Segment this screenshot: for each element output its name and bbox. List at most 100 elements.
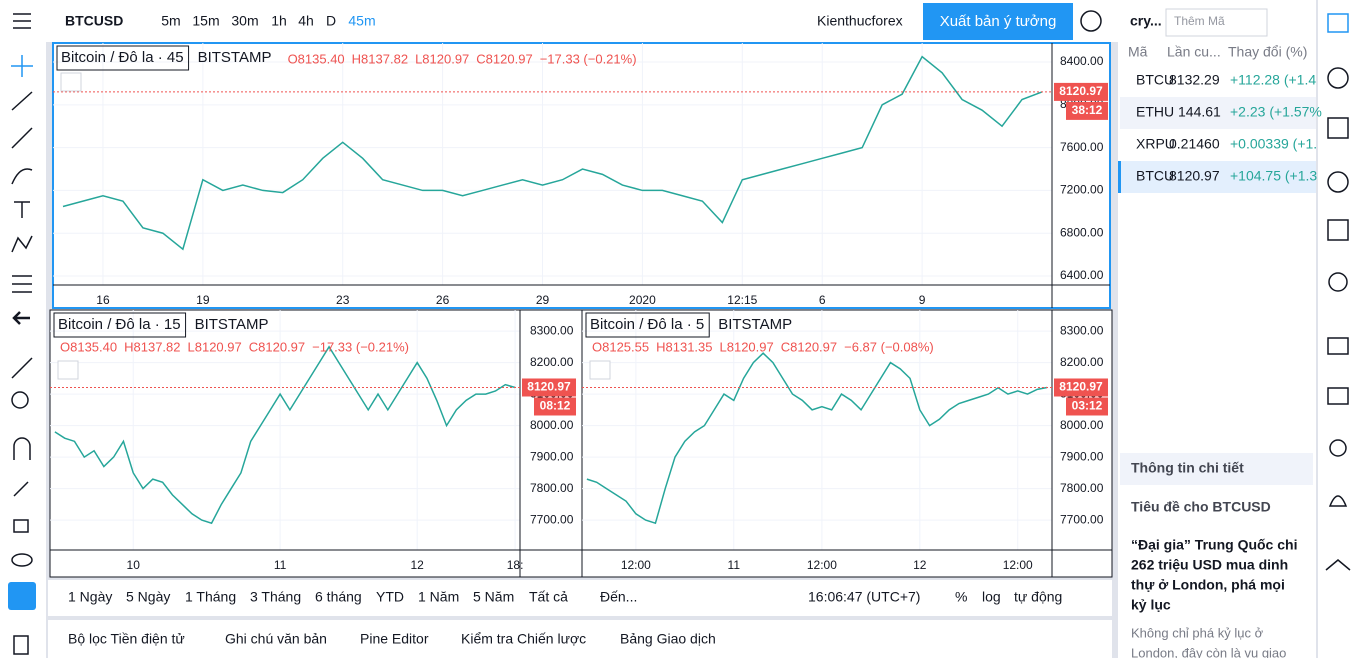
ohlc: O8135.40 (60, 339, 117, 354)
snippet: London, đây còn là vụ giao (1131, 645, 1286, 658)
tab[interactable]: Pine Editor (360, 631, 429, 647)
row-symbol[interactable]: ETHU (1136, 104, 1174, 120)
countdown: 08:12 (540, 399, 571, 413)
details-title[interactable]: Thông tin chi tiết (1131, 460, 1244, 476)
menu-icon[interactable] (13, 13, 31, 29)
range-option[interactable]: 6 tháng (315, 589, 362, 605)
x-tick-label: 29 (536, 293, 550, 307)
range-option[interactable]: 1 Ngày (68, 589, 112, 605)
range-option[interactable]: Tất cả (529, 589, 568, 605)
tab[interactable]: Kiểm tra Chiến lược (461, 631, 586, 647)
row-symbol[interactable]: BTCU (1136, 168, 1174, 184)
series-title[interactable]: Bitcoin / Đô la · 5 (590, 316, 704, 333)
interval[interactable]: 4h (298, 13, 314, 29)
y-tick-label: 7600.00 (1060, 140, 1104, 154)
price-tag-label: 8120.97 (527, 380, 571, 394)
details-header (1120, 453, 1313, 485)
range-bar (48, 580, 1112, 616)
chart-pane (52, 42, 1111, 309)
interval[interactable]: 15m (192, 13, 219, 29)
price-line (54, 345, 516, 525)
bottom-tabs (48, 620, 1112, 658)
change: −6.87 (−0.08%) (844, 339, 934, 354)
x-tick-label: 12:00 (1003, 558, 1033, 572)
range-option[interactable]: 1 Năm (418, 589, 459, 605)
change: −17.33 (−0.21%) (312, 339, 409, 354)
replay-icon[interactable] (1080, 10, 1102, 32)
interval[interactable]: 45m (348, 13, 375, 29)
countdown-tag (1066, 101, 1108, 120)
row-symbol[interactable]: XRPU (1136, 136, 1175, 152)
title-box (56, 45, 190, 71)
headline[interactable]: 262 triệu USD mua dinh (1131, 557, 1288, 573)
x-tick-label: 9 (919, 293, 926, 307)
news-header: Tiêu đề cho BTCUSD (1131, 499, 1271, 515)
search-box[interactable] (1165, 8, 1268, 37)
range-option[interactable]: 1 Tháng (185, 589, 236, 605)
search-placeholder[interactable]: Thêm Mã (1174, 14, 1225, 28)
row-change[interactable]: +0.00339 (+1. (1230, 136, 1317, 152)
y-tick-label: 7700.00 (1060, 512, 1104, 526)
ohlc: L8120.97 (188, 339, 242, 354)
series-title[interactable]: Bitcoin / Đô la · 15 (58, 316, 181, 333)
y-tick-label: 7800.00 (1060, 481, 1104, 495)
x-tick-label: 11 (728, 558, 741, 572)
tab[interactable]: Ghi chú văn bản (225, 631, 327, 647)
interval[interactable]: D (326, 13, 336, 29)
countdown: 38:12 (1072, 103, 1103, 117)
y-tick-label: 8000.00 (530, 418, 574, 432)
exchange: BITSTAMP (718, 316, 792, 333)
row-last[interactable]: 8120.97 (1169, 168, 1220, 184)
headline[interactable]: kỷ lục (1131, 597, 1171, 613)
collapse-button[interactable] (589, 360, 611, 380)
y-tick-label: 7200.00 (1060, 183, 1104, 197)
scale-option[interactable]: tự động (1014, 589, 1062, 605)
price-line (62, 55, 1043, 251)
y-tick-label: 8400.00 (1060, 54, 1104, 68)
range-option[interactable]: 3 Tháng (250, 589, 301, 605)
row-change[interactable]: +112.28 (+1.4 (1230, 72, 1316, 88)
x-tick-label: 12:15 (727, 293, 757, 307)
scale-option[interactable]: log (982, 589, 1001, 605)
range-option[interactable]: 5 Ngày (126, 589, 170, 605)
account[interactable]: Kienthucforex (817, 13, 903, 29)
y-tick-label: 8300.00 (530, 323, 574, 337)
row-change[interactable]: +104.75 (+1.3 (1230, 168, 1317, 184)
chart-pane (581, 309, 1113, 578)
row-change[interactable]: +2.23 (+1.57% (1230, 104, 1322, 120)
y-tick-label: 8000.00 (1060, 418, 1104, 432)
ohlc: C8120.97 (476, 51, 532, 66)
change: −17.33 (−0.21%) (540, 51, 637, 66)
range-option[interactable]: YTD (376, 589, 404, 605)
range-option[interactable]: 5 Năm (473, 589, 514, 605)
row-last[interactable]: 144.61 (1178, 104, 1221, 120)
clock: 16:06:47 (UTC+7) (808, 589, 920, 605)
interval[interactable]: 30m (231, 13, 258, 29)
publish-label[interactable]: Xuất bản ý tưởng (940, 13, 1057, 30)
row-marker (1118, 161, 1121, 193)
tab[interactable]: Bảng Giao dịch (620, 631, 716, 647)
collapse-button[interactable] (57, 360, 79, 380)
collapse-button[interactable] (60, 72, 82, 92)
row-last[interactable]: 8132.29 (1169, 72, 1220, 88)
drawing-tools (8, 55, 36, 655)
range-option[interactable]: Đến... (600, 589, 637, 605)
price-tag (522, 378, 576, 397)
interval[interactable]: 5m (161, 13, 180, 29)
headline[interactable]: thự ở London, phá mọi (1131, 577, 1285, 593)
watchlist-name[interactable]: cry... (1130, 13, 1162, 29)
symbol[interactable]: BTCUSD (65, 13, 123, 29)
price-tag-label: 8120.97 (1059, 84, 1103, 98)
publish-button[interactable] (923, 3, 1073, 40)
headline[interactable]: “Đại gia” Trung Quốc chi (1131, 537, 1297, 553)
row-symbol[interactable]: BTCU (1136, 72, 1174, 88)
series-title[interactable]: Bitcoin / Đô la · 45 (61, 49, 184, 66)
row-last[interactable]: 0.21460 (1169, 136, 1220, 152)
ohlc: H8137.82 (352, 51, 408, 66)
left-toolbar (0, 42, 46, 658)
scale-option[interactable]: % (955, 589, 967, 605)
x-tick-label: 12:00 (807, 558, 837, 572)
interval[interactable]: 1h (271, 13, 287, 29)
price-line (586, 352, 1048, 525)
tab[interactable]: Bộ lọc Tiền điện tử (68, 631, 185, 647)
